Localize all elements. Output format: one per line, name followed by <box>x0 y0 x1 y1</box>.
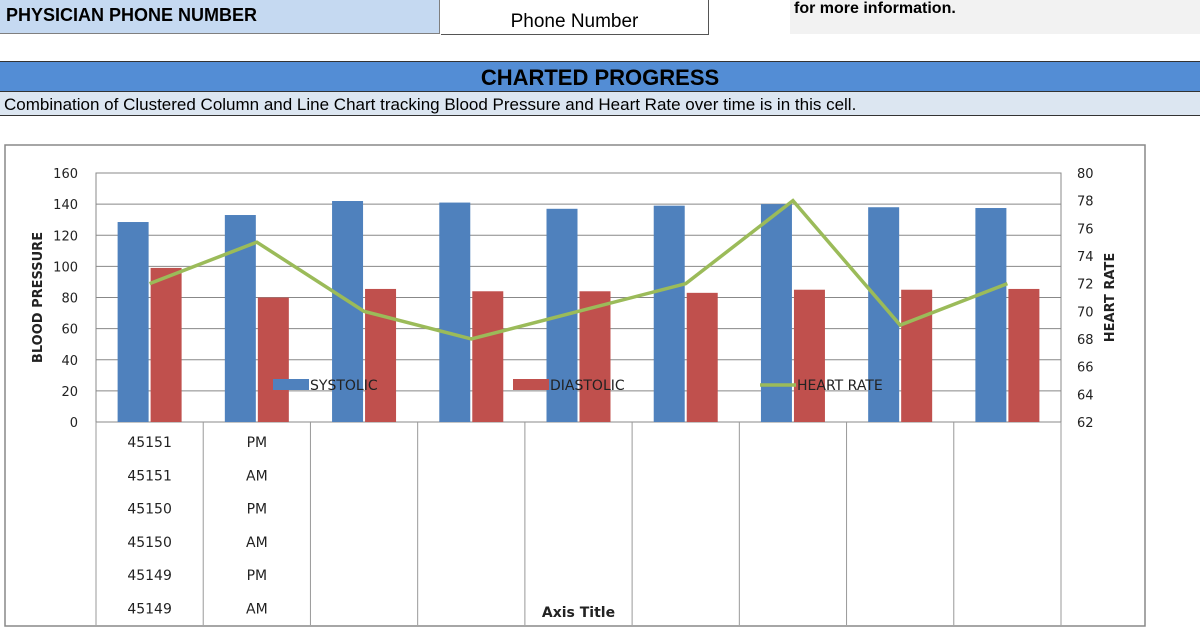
x-axis-title: Axis Title <box>542 605 615 621</box>
category-label-period: PM <box>247 435 268 451</box>
y2-tick-label: 76 <box>1077 222 1094 237</box>
bar-diastolic <box>901 289 933 422</box>
legend-swatch-diastolic <box>513 379 549 390</box>
y2-tick-label: 62 <box>1077 416 1094 431</box>
bar-diastolic <box>686 292 718 422</box>
y-tick-label: 0 <box>70 416 78 431</box>
physician-phone-field[interactable]: Phone Number <box>441 0 709 35</box>
y-tick-label: 40 <box>61 354 78 369</box>
y2-tick-label: 74 <box>1077 250 1094 265</box>
legend-label: SYSTOLIC <box>310 378 378 394</box>
category-label-date: 45151 <box>127 435 172 451</box>
bar-systolic <box>653 205 685 422</box>
category-label-date: 45151 <box>127 468 172 484</box>
y2-axis-title: HEART RATE <box>1103 253 1118 342</box>
y2-tick-label: 80 <box>1077 167 1094 182</box>
bar-diastolic <box>472 291 504 422</box>
category-label-period: AM <box>246 468 268 484</box>
y2-tick-label: 64 <box>1077 388 1094 403</box>
y-tick-label: 160 <box>53 167 78 182</box>
bar-systolic <box>332 201 364 422</box>
legend-swatch-systolic <box>273 379 309 390</box>
section-title: CHARTED PROGRESS <box>0 61 1200 92</box>
bar-diastolic <box>257 297 289 422</box>
y2-tick-label: 66 <box>1077 361 1094 376</box>
category-label-date: 45150 <box>127 535 172 551</box>
y-tick-label: 60 <box>61 323 78 338</box>
bar-systolic <box>868 207 900 422</box>
section-description: Combination of Clustered Column and Line… <box>0 92 1200 116</box>
bar-diastolic <box>1008 288 1040 422</box>
category-label-date: 45149 <box>127 602 172 618</box>
category-label-period: PM <box>247 502 268 518</box>
category-label-date: 45150 <box>127 502 172 518</box>
bar-systolic <box>760 204 792 422</box>
category-label-period: PM <box>247 568 268 584</box>
bar-systolic <box>439 202 471 422</box>
y-tick-label: 140 <box>53 198 78 213</box>
physician-phone-label: PHYSICIAN PHONE NUMBER <box>0 0 440 34</box>
bar-systolic <box>975 208 1007 422</box>
y2-tick-label: 78 <box>1077 195 1094 210</box>
bar-diastolic <box>365 288 397 422</box>
legend-label: DIASTOLIC <box>550 378 625 394</box>
y-tick-label: 100 <box>53 260 78 275</box>
y2-tick-label: 68 <box>1077 333 1094 348</box>
bar-diastolic <box>150 267 182 422</box>
bar-diastolic <box>579 291 611 422</box>
y-tick-label: 80 <box>61 292 78 307</box>
y-tick-label: 120 <box>53 229 78 244</box>
bar-diastolic <box>793 289 825 422</box>
category-label-date: 45149 <box>127 568 172 584</box>
legend-label: HEART RATE <box>797 378 883 394</box>
category-label-period: AM <box>246 602 268 618</box>
bar-systolic <box>117 222 149 422</box>
y-tick-label: 20 <box>61 385 78 400</box>
y2-tick-label: 72 <box>1077 278 1094 293</box>
category-label-period: AM <box>246 535 268 551</box>
y2-tick-label: 70 <box>1077 305 1094 320</box>
y-axis-title: BLOOD PRESSURE <box>31 232 46 363</box>
info-text: for more information. <box>790 0 1200 34</box>
